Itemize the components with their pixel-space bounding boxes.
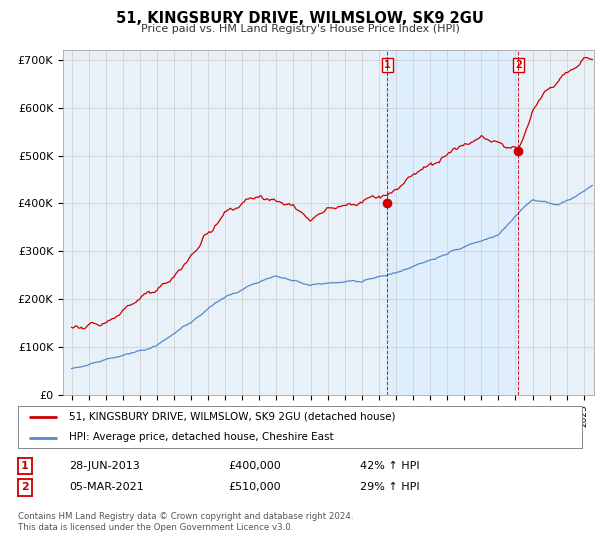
Text: 1: 1 bbox=[21, 461, 29, 471]
Text: £510,000: £510,000 bbox=[228, 482, 281, 492]
Text: 51, KINGSBURY DRIVE, WILMSLOW, SK9 2GU: 51, KINGSBURY DRIVE, WILMSLOW, SK9 2GU bbox=[116, 11, 484, 26]
Text: 2: 2 bbox=[515, 60, 522, 70]
Text: 42% ↑ HPI: 42% ↑ HPI bbox=[360, 461, 419, 471]
Text: 2: 2 bbox=[21, 482, 29, 492]
Text: Contains HM Land Registry data © Crown copyright and database right 2024.
This d: Contains HM Land Registry data © Crown c… bbox=[18, 512, 353, 532]
Text: 28-JUN-2013: 28-JUN-2013 bbox=[69, 461, 140, 471]
Text: Price paid vs. HM Land Registry's House Price Index (HPI): Price paid vs. HM Land Registry's House … bbox=[140, 24, 460, 34]
Text: 05-MAR-2021: 05-MAR-2021 bbox=[69, 482, 144, 492]
Bar bbox=[387, 50, 518, 395]
Text: HPI: Average price, detached house, Cheshire East: HPI: Average price, detached house, Ches… bbox=[69, 432, 334, 442]
Text: 1: 1 bbox=[384, 60, 391, 70]
Text: 51, KINGSBURY DRIVE, WILMSLOW, SK9 2GU (detached house): 51, KINGSBURY DRIVE, WILMSLOW, SK9 2GU (… bbox=[69, 412, 395, 422]
Text: 29% ↑ HPI: 29% ↑ HPI bbox=[360, 482, 419, 492]
Text: £400,000: £400,000 bbox=[228, 461, 281, 471]
